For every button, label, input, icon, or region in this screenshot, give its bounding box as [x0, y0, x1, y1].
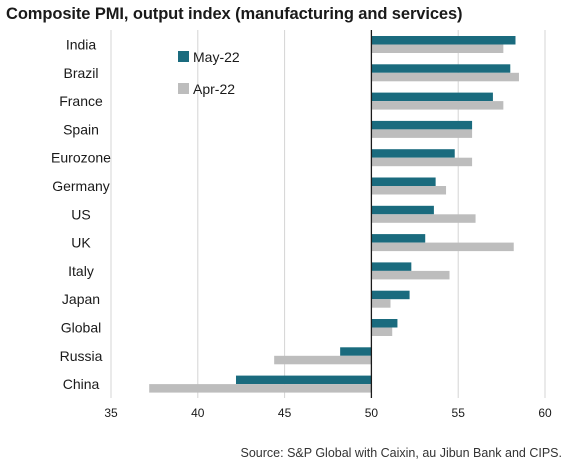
bar-may-22-france — [371, 92, 493, 102]
category-label-china: China — [63, 376, 100, 392]
legend-label-apr-22: Apr-22 — [193, 81, 235, 97]
bars — [149, 36, 519, 393]
category-labels: India Brazil France Spain Eurozone Germany US U… — [51, 37, 111, 393]
source-note: Source: S&P Global with Caixin, au Jibun… — [240, 446, 562, 460]
bar-apr-22-eurozone — [371, 157, 473, 167]
x-tick-label-50: 50 — [365, 406, 379, 420]
x-tick-label-60: 60 — [538, 406, 552, 420]
gridlines — [110, 30, 546, 398]
category-label-japan: Japan — [62, 291, 100, 307]
bar-apr-22-france — [371, 101, 504, 110]
bar-apr-22-global — [371, 327, 393, 336]
legend-swatch-apr-22 — [178, 83, 189, 94]
category-label-india: India — [66, 37, 97, 53]
chart-title: Composite PMI, output index (manufacturi… — [6, 5, 463, 23]
bar-apr-22-spain — [371, 129, 473, 138]
category-label-spain: Spain — [63, 121, 99, 137]
bar-apr-22-germany — [371, 186, 447, 195]
bar-apr-22-china — [149, 384, 372, 393]
bar-apr-22-japan — [371, 299, 391, 308]
x-tick-labels: 35 40 45 50 55 60 — [104, 406, 552, 420]
bar-chart: India Brazil France Spain Eurozone Germany US U… — [51, 30, 552, 420]
bar-apr-22-brazil — [371, 72, 519, 82]
x-tick-label-35: 35 — [104, 406, 118, 420]
x-tick-label-40: 40 — [191, 406, 205, 420]
bar-may-22-india — [371, 36, 516, 45]
bar-apr-22-uk — [371, 242, 514, 252]
bar-may-22-germany — [371, 177, 436, 186]
category-label-global: Global — [61, 320, 101, 336]
category-label-uk: UK — [71, 235, 91, 251]
bar-may-22-spain — [371, 120, 473, 130]
bar-may-22-us — [371, 205, 434, 215]
bar-apr-22-italy — [371, 270, 450, 280]
bar-apr-22-us — [371, 214, 476, 223]
category-label-russia: Russia — [60, 348, 103, 364]
bar-may-22-eurozone — [371, 149, 455, 158]
bar-apr-22-india — [371, 44, 504, 53]
category-label-italy: Italy — [68, 263, 94, 279]
bar-may-22-china — [235, 375, 372, 385]
bar-may-22-japan — [371, 290, 410, 300]
bar-may-22-global — [371, 319, 398, 328]
legend-label-may-22: May-22 — [193, 49, 240, 65]
category-label-us: US — [71, 206, 90, 222]
category-label-france: France — [59, 93, 103, 109]
category-label-eurozone: Eurozone — [51, 150, 111, 166]
bar-may-22-brazil — [371, 64, 511, 73]
category-label-germany: Germany — [52, 178, 110, 194]
legend-swatch-may-22 — [178, 51, 189, 62]
bar-may-22-russia — [340, 347, 372, 356]
bar-apr-22-russia — [274, 355, 372, 365]
x-tick-label-45: 45 — [278, 406, 292, 420]
x-tick-label-55: 55 — [452, 406, 466, 420]
category-label-brazil: Brazil — [63, 65, 98, 81]
bar-may-22-italy — [371, 262, 412, 271]
legend: May-22 Apr-22 — [178, 49, 240, 97]
bar-may-22-uk — [371, 234, 426, 243]
